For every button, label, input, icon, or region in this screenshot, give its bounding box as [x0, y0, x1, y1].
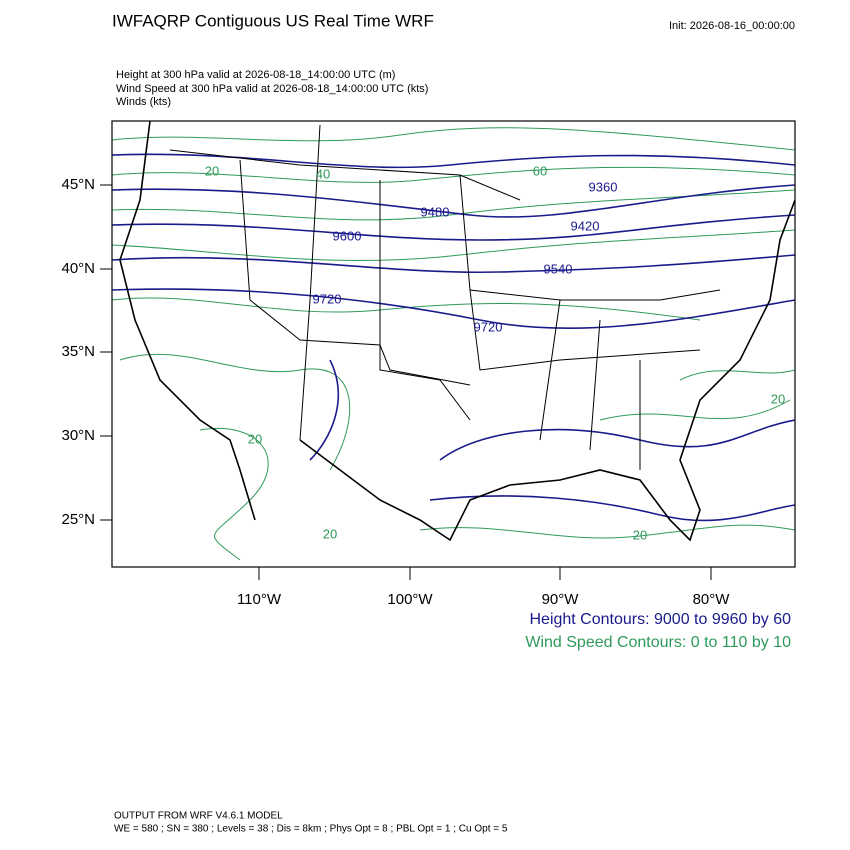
wind-contour-label: 20 — [771, 391, 785, 406]
height-contour-label: 9480 — [421, 204, 450, 219]
wind-contour-label: 20 — [633, 527, 647, 542]
map-frame — [111, 120, 796, 568]
field-line: Winds (kts) — [116, 96, 171, 108]
lon-label: 100°W — [387, 591, 433, 608]
height-legend: Height Contours: 9000 to 9960 by 60 — [529, 611, 791, 628]
footer-settings: WE = 580 ; SN = 380 ; Levels = 38 ; Dis … — [114, 824, 508, 835]
height-contour-label: 9720 — [474, 319, 503, 334]
wind-contour-label: 20 — [323, 526, 337, 541]
wind-legend: Wind Speed Contours: 0 to 110 by 10 — [525, 634, 791, 651]
wind-contour-label: 20 — [248, 431, 262, 446]
state-borders — [169, 124, 721, 470]
init-time: Init: 2026-08-16_00:00:00 — [669, 20, 795, 32]
map-content — [112, 121, 795, 561]
height-contour-label: 9720 — [313, 291, 342, 306]
lat-label: 45°N — [61, 176, 95, 193]
lon-label: 90°W — [542, 591, 580, 608]
lon-label: 80°W — [693, 591, 731, 608]
height-contour-label: 9540 — [544, 261, 573, 276]
wind-contour-label: 60 — [533, 163, 547, 178]
wind-contour-label: 20 — [205, 163, 219, 178]
height-contour-label: 9600 — [333, 228, 362, 243]
footer-model: OUTPUT FROM WRF V4.6.1 MODEL — [114, 811, 283, 822]
lat-label: 30°N — [61, 427, 95, 444]
map-panel — [111, 120, 796, 568]
title: IWFAQRP Contiguous US Real Time WRF — [112, 11, 434, 30]
lat-label: 25°N — [61, 511, 95, 528]
lat-label: 35°N — [61, 343, 95, 360]
field-line: Wind Speed at 300 hPa valid at 2026-08-1… — [116, 83, 428, 95]
wind-contour-label: 40 — [316, 166, 330, 181]
coastlines — [119, 121, 795, 542]
height-contour-label: 9360 — [589, 179, 618, 194]
field-line: Height at 300 hPa valid at 2026-08-18_14… — [116, 69, 395, 81]
height-contour-label: 9420 — [571, 218, 600, 233]
lat-label: 40°N — [61, 260, 95, 277]
lon-label: 110°W — [237, 591, 282, 608]
